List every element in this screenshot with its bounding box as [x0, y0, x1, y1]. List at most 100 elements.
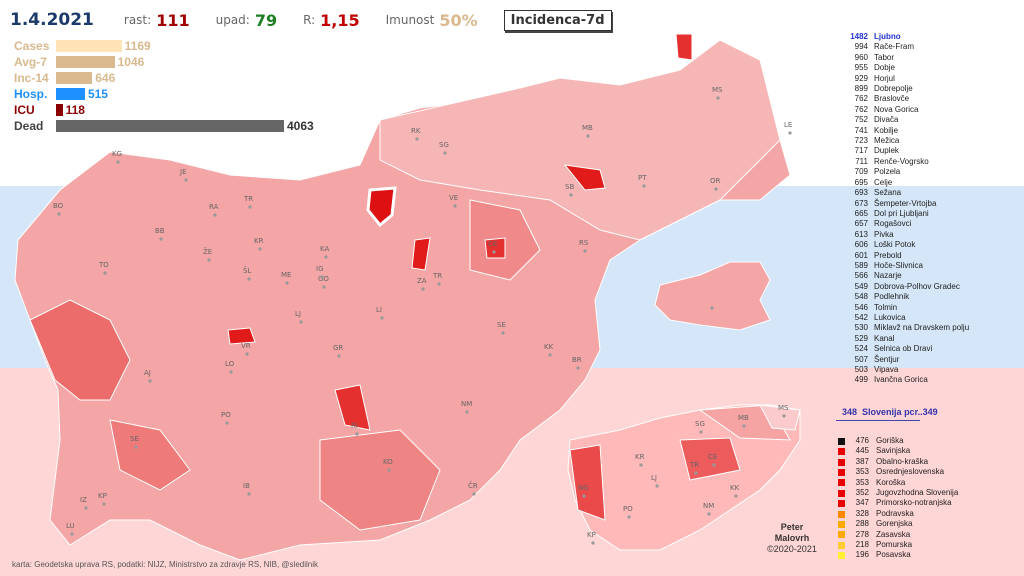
region-legend-item[interactable]: 387 Obalno-kraška [838, 457, 958, 467]
municipality-label: GR [333, 344, 343, 352]
municipality-dot [247, 492, 251, 496]
region-dot [742, 424, 746, 428]
municipality-label: SE [497, 321, 506, 329]
summary-bars: Cases 1169 Avg-7 1046 Inc-14 646 Hosp. 515 ICU 11… [14, 38, 314, 134]
list-item[interactable]: 994 Rače-Fram [846, 42, 969, 52]
list-item[interactable]: 960 Tabor [846, 53, 969, 63]
municipality-dot [415, 137, 419, 141]
list-item-value: 529 [854, 333, 868, 343]
list-item-name: Polzela [874, 167, 901, 177]
list-item[interactable]: 717 Duplek [846, 146, 969, 156]
region-dot [627, 515, 631, 519]
list-item[interactable]: 529 Kanal [846, 334, 969, 344]
list-item[interactable]: 695 Celje [846, 178, 969, 188]
list-item-value: 899 [854, 84, 868, 94]
list-item-value: 929 [854, 73, 868, 83]
region-legend-item[interactable]: 353 Osrednjeslovenska [838, 467, 958, 477]
list-item[interactable]: 566 Nazarje [846, 271, 969, 281]
list-item[interactable]: 507 Šentjur [846, 355, 969, 365]
region-legend-item[interactable]: 278 Zasavska [838, 530, 958, 540]
list-item[interactable]: 548 Podlehnik [846, 292, 969, 302]
bar-value: 118 [65, 102, 85, 117]
list-item-value: 762 [854, 94, 868, 104]
list-item[interactable]: 1482 Ljubno [846, 32, 969, 42]
region-map-label: KK [730, 484, 740, 492]
municipality-label: ŽE [203, 247, 212, 256]
region-map-label: MB [738, 414, 749, 422]
region-legend-item[interactable]: 476 Goriška [838, 436, 958, 446]
municipality-dot [70, 532, 74, 536]
list-item[interactable]: 673 Šempeter-Vrtojba [846, 199, 969, 209]
map-area-ljubno[interactable] [366, 186, 397, 228]
list-item[interactable]: 549 Dobrova-Polhov Gradec [846, 282, 969, 292]
list-item-value: 566 [854, 271, 868, 281]
region-legend-item[interactable]: 218 Pomurska [838, 540, 958, 550]
author-credit: Peter Malovrh ©2020-2021 [758, 522, 826, 555]
list-item-name: Ivančna Gorica [874, 375, 928, 385]
list-item[interactable]: 589 Hoče-Slivnica [846, 261, 969, 271]
list-item[interactable]: 929 Horjul [846, 74, 969, 84]
list-item[interactable]: 762 Braslovče [846, 94, 969, 104]
list-item[interactable]: 723 Mežica [846, 136, 969, 146]
slovenia-value: 348 [842, 407, 858, 417]
list-item[interactable]: 613 Pivka [846, 230, 969, 240]
municipality-label: ŠL [243, 266, 251, 275]
list-item[interactable]: 546 Tolmin [846, 303, 969, 313]
list-item[interactable]: 524 Selnica ob Dravi [846, 344, 969, 354]
list-item[interactable]: 665 Dol pri Ljubljani [846, 209, 969, 219]
list-item[interactable]: 711 Renče-Vogrsko [846, 157, 969, 167]
region-legend-item[interactable]: 196 Posavska [838, 550, 958, 560]
region-legend-item[interactable]: 445 Savinjska [838, 446, 958, 456]
region-legend-item[interactable]: 288 Gorenjska [838, 519, 958, 529]
region-map-label: PO [623, 505, 633, 513]
municipality-label: LI [376, 306, 382, 314]
bar-value: 1046 [117, 54, 145, 69]
list-item[interactable]: 752 Divača [846, 115, 969, 125]
list-item-name: Dobrova-Polhov Gradec [874, 281, 960, 291]
list-item[interactable]: 657 Rogašovci [846, 219, 969, 229]
region-swatch [838, 489, 845, 497]
list-item[interactable]: 499 Ivančna Gorica [846, 375, 969, 385]
list-item[interactable]: 530 Miklavž na Dravskem polju [846, 323, 970, 333]
municipality-label: IG [316, 265, 324, 273]
region-legend-item[interactable]: 347 Primorsko-notranjska [838, 498, 958, 508]
incidence-view-button[interactable]: Incidenca-7d [503, 9, 612, 31]
municipality-dot [788, 131, 792, 135]
municipality-dot [102, 502, 106, 506]
municipality-dot [465, 410, 469, 414]
list-item-name: Selnica ob Dravi [874, 344, 933, 354]
list-item[interactable]: 606 Loški Potok [846, 240, 969, 250]
list-item[interactable]: 741 Kobilje [846, 126, 969, 136]
list-item[interactable]: 601 Prebold [846, 251, 969, 261]
region-legend-item[interactable]: 353 Koroška [838, 478, 958, 488]
municipality-dot [299, 320, 303, 324]
list-item-name: Rače-Fram [874, 42, 915, 52]
region-value: 218 [855, 540, 869, 550]
list-item[interactable]: 503 Vipava [846, 365, 969, 375]
bar-row: ICU 118 [14, 102, 314, 117]
list-item-name: Tabor [874, 52, 895, 62]
list-item-value: 546 [854, 302, 868, 312]
bar-fill [56, 39, 122, 52]
list-item-value: 606 [854, 240, 868, 250]
list-item[interactable]: 542 Lukovica [846, 313, 969, 323]
region-dot [707, 512, 711, 516]
region-legend-item[interactable]: 352 Jugovzhodna Slovenija [838, 488, 958, 498]
list-item[interactable]: 709 Polzela [846, 167, 969, 177]
bar-value: 646 [95, 70, 116, 85]
region-map-label: MS [778, 404, 789, 412]
list-item[interactable]: 762 Nova Gorica [846, 105, 969, 115]
municipality-label: VR [241, 342, 251, 350]
region-swatch [838, 520, 845, 528]
region-legend-item[interactable]: 328 Podravska [838, 509, 958, 519]
list-item-value: 657 [854, 219, 868, 229]
list-item[interactable]: 693 Sežana [846, 188, 969, 198]
municipality-label: MS [712, 86, 723, 94]
municipality-label: RA [209, 203, 219, 211]
inset-region-savinjska [679, 437, 741, 481]
list-item[interactable]: 955 Dobje [846, 63, 969, 73]
list-item-value: 741 [854, 125, 868, 135]
list-item[interactable]: 899 Dobrepolje [846, 84, 969, 94]
region-swatch [838, 500, 845, 508]
map-area-celje [484, 237, 506, 259]
